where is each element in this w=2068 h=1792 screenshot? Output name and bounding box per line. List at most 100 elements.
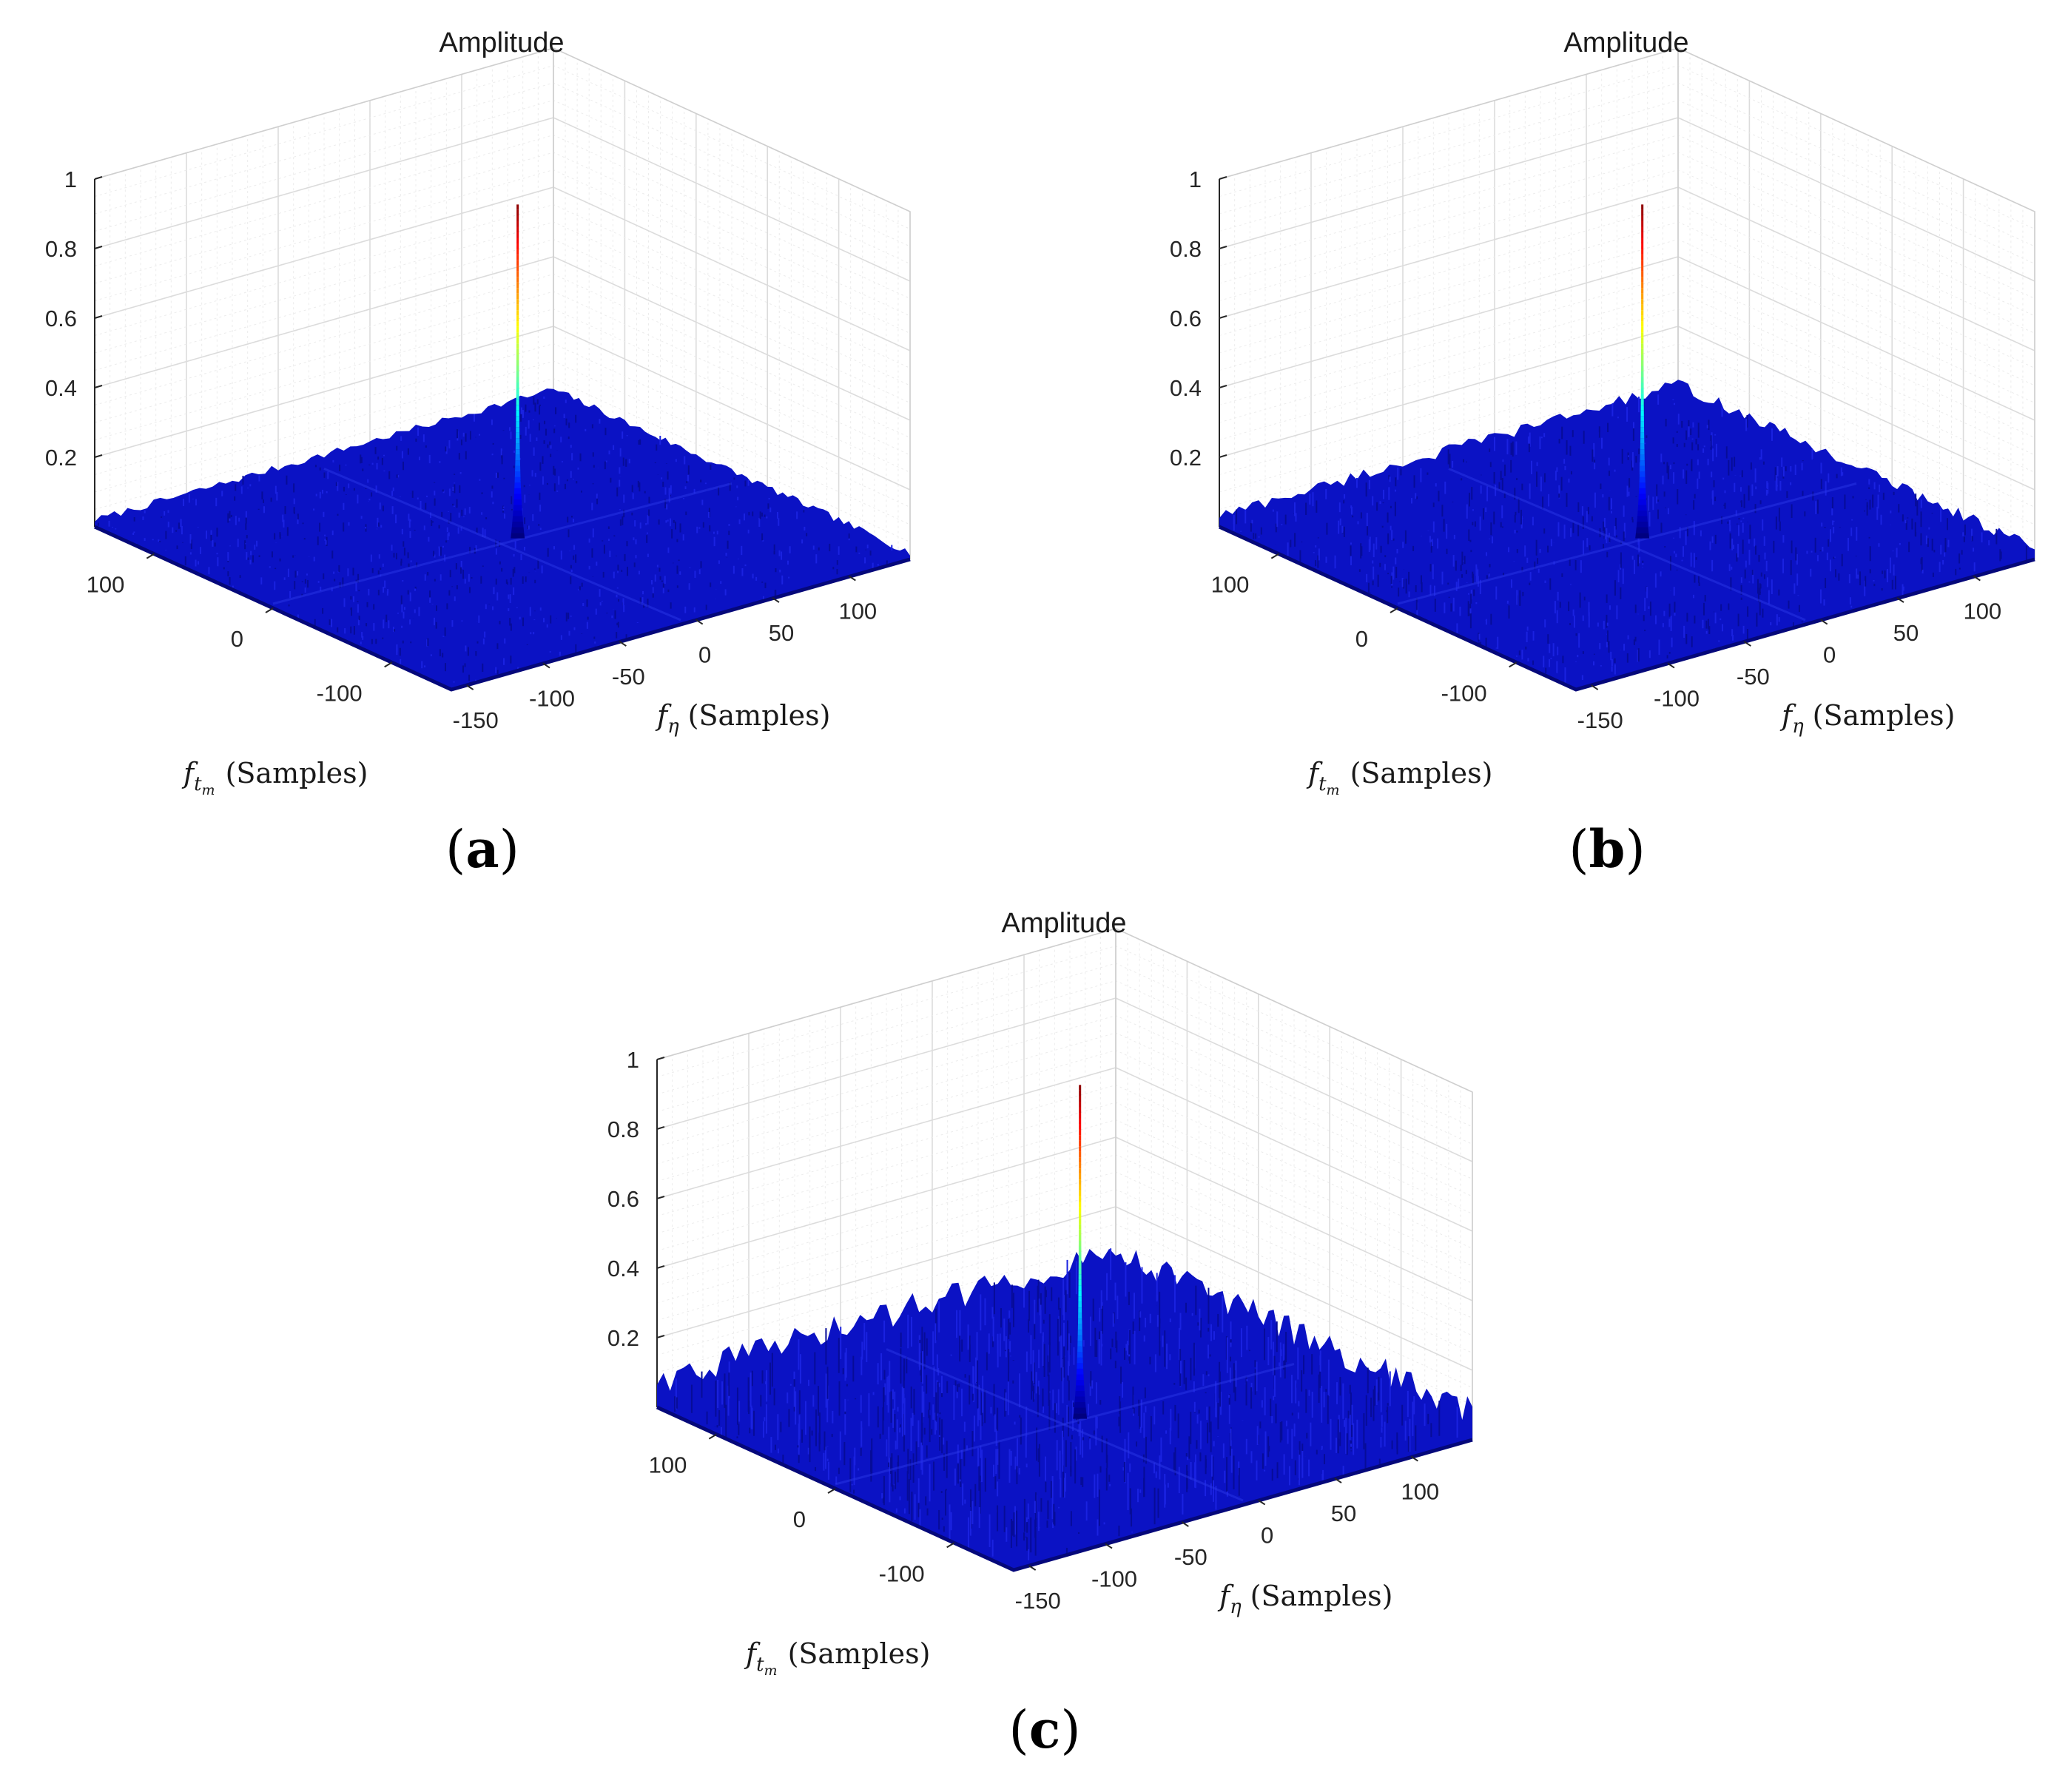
y-tick-mark [1973, 575, 1981, 582]
x-axis-label: ftm(Samples) [744, 1637, 930, 1679]
x-tick-label: 100 [649, 1452, 687, 1478]
chart-panel-a: 0.2 0.4 0.6 0.8 1 100 0 -100 -150 -100 -50 0 50 100 Am… [0, 0, 962, 880]
peak-segment [515, 460, 521, 466]
chart-title: Amplitude [1564, 27, 1689, 58]
y-tick-label: -100 [1654, 686, 1700, 712]
peak-segment [1640, 360, 1644, 366]
peak-segment [1079, 1101, 1082, 1108]
peak-segment [516, 360, 519, 366]
surface-front-edge [656, 1405, 1473, 1572]
y-tick-label: -150 [453, 707, 499, 733]
peak-b [1635, 204, 1650, 539]
peak-segment [1640, 394, 1644, 400]
y-axis-label: fη (Samples) [1779, 699, 1956, 738]
peak-segment [516, 255, 519, 260]
y-tick-mark [1181, 1521, 1189, 1527]
peak-segment [516, 304, 519, 311]
peak-segment [516, 243, 519, 249]
surface-a [93, 388, 911, 692]
grid-line [1219, 47, 2035, 212]
peak-segment [1640, 354, 1644, 360]
peak-segment [1641, 255, 1644, 260]
peak-segment [1077, 1324, 1082, 1330]
z-tick-label: 0.2 [607, 1325, 639, 1351]
y-tick-label: -50 [1737, 664, 1770, 690]
peak-segment [1641, 337, 1644, 344]
peak-segment [515, 449, 520, 455]
peak-c [1073, 1085, 1088, 1419]
y-tick-label: 50 [1331, 1500, 1356, 1526]
surface-noise [95, 388, 910, 690]
peak-segment [1078, 1274, 1082, 1280]
peak-segment [1641, 332, 1644, 338]
peak-segment [1638, 494, 1646, 499]
peak-segment [1078, 1290, 1082, 1297]
peak-segment [516, 388, 519, 394]
x-axis-label: ftm(Samples) [1306, 757, 1492, 798]
peak-segment [1079, 1118, 1082, 1125]
peak-segment [1079, 1113, 1082, 1119]
x-tick-mark [827, 1488, 836, 1494]
peak-segment [516, 332, 519, 338]
peak-segment [1076, 1374, 1084, 1380]
z-tick-label: 0.6 [1170, 306, 1202, 331]
peak-segment [1640, 416, 1644, 422]
peak-segment [1078, 1307, 1082, 1313]
peak-segment [1641, 288, 1644, 294]
grid-line [1219, 64, 2035, 229]
peak-segment [513, 505, 522, 511]
peak-segment [516, 377, 519, 383]
peak-segment [511, 527, 525, 533]
peak-segment [1640, 366, 1644, 371]
z-tick-mark [94, 385, 103, 388]
surface-plot-a: 0.2 0.4 0.6 0.8 1 100 0 -100 -150 -100 -50 0 50 100 Am… [45, 27, 911, 880]
peak-segment [512, 516, 523, 522]
peak-segment [1078, 1229, 1082, 1236]
x-tick-mark [1390, 607, 1398, 613]
surface-front-edge [1218, 525, 2035, 692]
peak-segment [516, 421, 520, 428]
panel-label-a: (a) [445, 818, 519, 880]
x-tick-mark [946, 1542, 955, 1549]
peak-segment [1079, 1096, 1082, 1102]
x-tick-mark [708, 1433, 717, 1440]
peak-segment [1639, 476, 1646, 483]
y-tick-mark [542, 662, 550, 669]
peak-segment [1078, 1296, 1082, 1302]
x-tick-label: 100 [1211, 572, 1250, 598]
grid-line [656, 945, 1473, 1110]
x-tick-label: 0 [1355, 626, 1368, 652]
peak-segment [1639, 482, 1646, 488]
y-tick-label: 0 [1261, 1523, 1273, 1549]
peak-segment [1635, 533, 1650, 539]
peak-segment [1079, 1168, 1082, 1174]
z-tick-label: 0.8 [1170, 236, 1202, 262]
peak-segment [1079, 1140, 1082, 1147]
y-tick-mark [695, 619, 704, 625]
grid-line [94, 203, 911, 368]
grid-line [1219, 152, 2035, 317]
y-tick-label: 0 [698, 642, 711, 668]
z-tick-mark [1219, 176, 1227, 180]
peak-segment [1079, 1085, 1082, 1091]
surface-noise [1219, 380, 2035, 690]
panel-label-c: (c) [1008, 1699, 1080, 1760]
peak-segment [1641, 215, 1644, 221]
peak-segment [516, 238, 519, 244]
x-tick-mark [384, 661, 393, 668]
surface-ridge [835, 1363, 1295, 1486]
z-tick-label: 0.8 [45, 236, 77, 262]
peak-segment [513, 499, 522, 505]
surface-plot-c: 0.2 0.4 0.6 0.8 1 100 0 -100 -150 -100 -50 0 50 100 Am… [607, 908, 1473, 1760]
peak-segment [1641, 321, 1644, 327]
peak-a [511, 204, 525, 539]
peak-segment [1078, 1224, 1082, 1230]
peak-segment [516, 226, 519, 232]
peak-segment [516, 232, 519, 238]
peak-segment [1638, 499, 1647, 505]
peak-segment [516, 427, 520, 433]
peak-segment [1079, 1190, 1082, 1196]
y-tick-label: -100 [1091, 1566, 1137, 1592]
peak-segment [1075, 1391, 1085, 1397]
peak-segment [516, 410, 519, 417]
